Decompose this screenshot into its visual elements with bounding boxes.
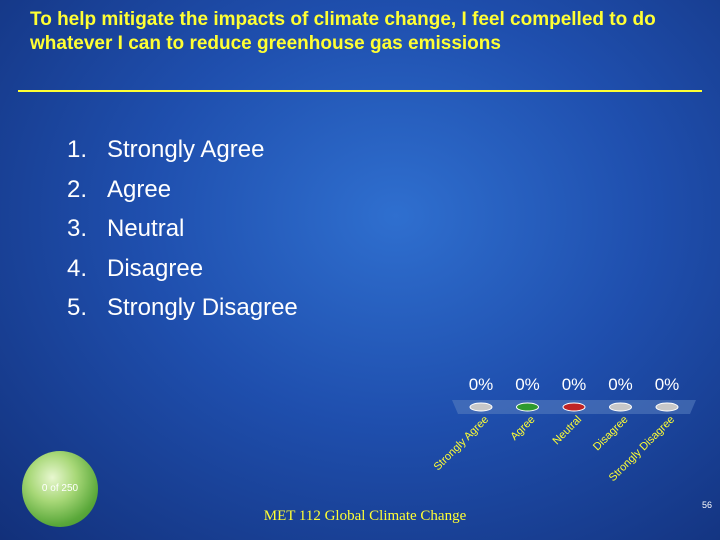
category-label: Neutral	[551, 414, 585, 448]
chart-bar-button	[516, 402, 539, 412]
data-label: 0%	[562, 375, 587, 394]
category-label: Agree	[508, 414, 537, 443]
response-counter-text: 0 of 250	[41, 482, 79, 494]
option-number: 2.	[66, 175, 87, 203]
course-footer: MET 112 Global Climate Change	[263, 508, 467, 524]
slide-title: To help mitigate the impacts of climate …	[30, 9, 656, 54]
option-number: 3.	[66, 215, 87, 242]
data-label: 0%	[469, 375, 494, 394]
title-underline	[18, 90, 702, 92]
chart-bar-button	[469, 402, 493, 412]
option-number: 5.	[66, 294, 87, 321]
option-number: 1.	[66, 136, 87, 163]
answer-options-list: 1. Strongly Agree 2. Agree 3. Neutral 4.…	[40, 130, 298, 328]
option-label: Disagree	[107, 254, 204, 282]
data-label: 0%	[655, 375, 680, 394]
page-number: 56	[701, 500, 712, 510]
data-label: 0%	[608, 375, 633, 394]
chart-bar-button	[655, 402, 679, 412]
answer-option: 5. Strongly Disagree	[40, 288, 298, 328]
option-label: Strongly Disagree	[107, 294, 298, 321]
answer-option: 2. Agree	[40, 170, 298, 210]
option-number: 4.	[66, 254, 87, 282]
option-label: Agree	[107, 175, 172, 203]
answer-option: 1. Strongly Agree	[40, 130, 298, 170]
category-label: Disagree	[591, 414, 631, 454]
option-label: Strongly Agree	[107, 136, 265, 163]
chart-bar-button	[562, 402, 586, 412]
data-label: 0%	[515, 375, 540, 394]
response-counter: 0 of 250	[22, 451, 98, 527]
category-label: Strongly Agree	[432, 414, 492, 474]
chart-bar-button	[609, 402, 632, 412]
answer-option: 3. Neutral	[40, 209, 298, 249]
option-label: Neutral	[107, 215, 185, 242]
answer-option: 4. Disagree	[40, 249, 298, 289]
